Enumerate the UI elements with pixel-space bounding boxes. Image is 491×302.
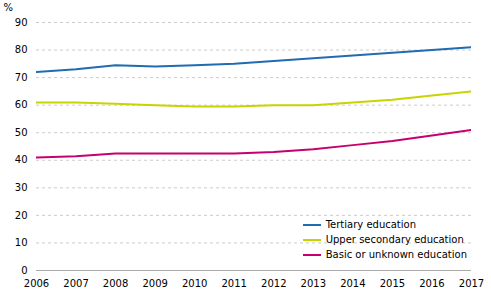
svg-text:2017: 2017 [459, 278, 484, 289]
svg-text:40: 40 [15, 154, 28, 165]
svg-text:0: 0 [21, 265, 27, 276]
html-text:Tertiary education: Tertiary education [325, 219, 416, 230]
svg-text:2006: 2006 [24, 278, 49, 289]
html-text:Basic or unknown education: Basic or unknown education [325, 249, 467, 260]
svg-text:80: 80 [15, 44, 28, 55]
svg-text:30: 30 [15, 182, 28, 193]
svg-text:2007: 2007 [63, 278, 88, 289]
svg-text:2013: 2013 [301, 278, 326, 289]
svg-text:90: 90 [15, 17, 28, 28]
svg-text:20: 20 [15, 210, 28, 221]
svg-text:60: 60 [15, 99, 28, 110]
svg-text:2008: 2008 [103, 278, 128, 289]
svg-text:70: 70 [15, 72, 28, 83]
svg-text:%: % [4, 2, 14, 13]
svg-text:2014: 2014 [340, 278, 365, 289]
svg-text:2015: 2015 [380, 278, 405, 289]
svg-text:10: 10 [15, 237, 28, 248]
svg-text:2011: 2011 [222, 278, 247, 289]
svg-text:2016: 2016 [419, 278, 444, 289]
svg-text:50: 50 [15, 127, 28, 138]
svg-text:2010: 2010 [182, 278, 207, 289]
svg-text:2009: 2009 [142, 278, 167, 289]
html-text:Upper secondary education: Upper secondary education [325, 234, 464, 245]
svg-text:2012: 2012 [261, 278, 286, 289]
